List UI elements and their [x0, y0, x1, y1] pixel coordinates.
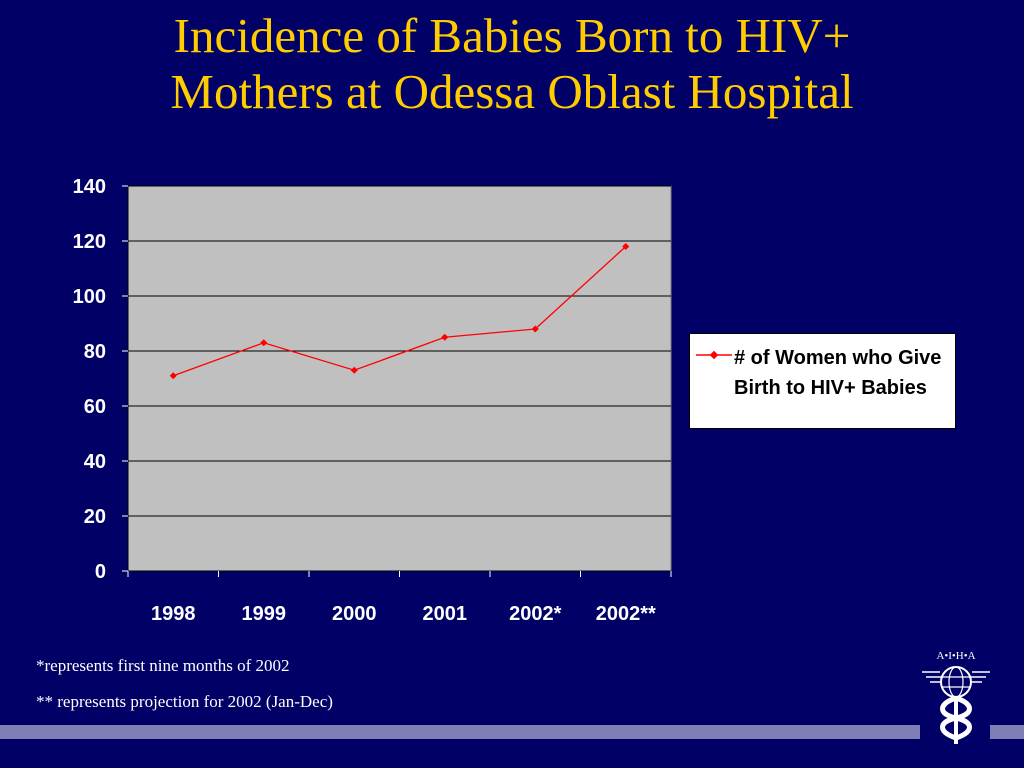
x-tick-label: 1999 — [242, 603, 287, 625]
x-tick-label: 2001 — [423, 603, 468, 625]
bottom-bar-left — [0, 725, 920, 739]
data-point-1998 — [169, 372, 177, 380]
data-point-2002** — [622, 242, 630, 251]
y-tick-label: 120 — [73, 231, 106, 253]
x-tick-label: 2000 — [332, 603, 377, 625]
y-tick-label: 100 — [73, 286, 106, 308]
y-tick-label: 20 — [84, 506, 106, 528]
data-point-2000 — [350, 366, 358, 374]
data-point-2001 — [441, 333, 449, 341]
chart-legend: # of Women who Give Birth to HIV+ Babies — [689, 333, 956, 429]
y-tick-label: 140 — [73, 176, 106, 198]
data-point-2002* — [531, 325, 539, 333]
legend-series-marker — [696, 350, 732, 360]
y-tick-label: 0 — [95, 561, 106, 583]
logo-text: A•I•H•A — [936, 650, 975, 662]
slide-title-line-1: Incidence of Babies Born to HIV+ — [173, 8, 851, 63]
slide-title-line-2: Mothers at Odessa Oblast Hospital — [170, 64, 854, 119]
footnote-first-nine-months: *represents first nine months of 2002 — [36, 656, 290, 675]
x-tick-label: 2002* — [509, 603, 561, 625]
series-line — [173, 246, 627, 377]
x-tick-label: 2002** — [596, 603, 656, 625]
y-tick-label: 60 — [84, 396, 106, 418]
y-tick-label: 40 — [84, 451, 106, 473]
x-tick-label: 1998 — [151, 603, 196, 625]
legend-series-label: # of Women who Give Birth to HIV+ Babies — [734, 347, 942, 399]
slide-title: Incidence of Babies Born to HIV+ Mothers… — [0, 8, 1024, 120]
y-tick-label: 80 — [84, 341, 106, 363]
data-point-1999 — [260, 339, 268, 347]
footnote-projection: ** represents projection for 2002 (Jan-D… — [36, 692, 333, 711]
plot-area — [127, 185, 672, 572]
aiha-caduceus-logo: A•I•H•A — [922, 650, 990, 744]
bottom-bar-right — [990, 725, 1024, 739]
